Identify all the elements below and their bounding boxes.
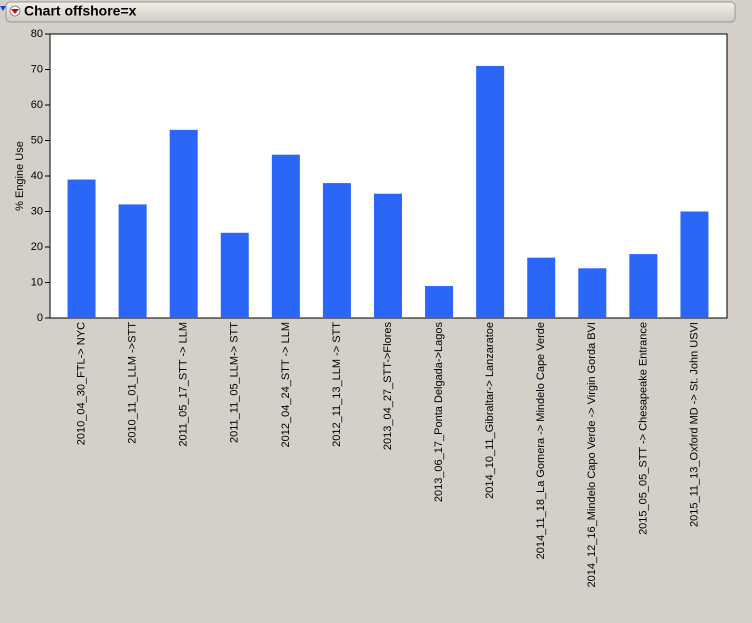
- x-tick-label: 2014_11_18_La Gomera -> Mindelo Cape Ver…: [535, 322, 547, 559]
- y-tick-label: 70: [31, 63, 43, 75]
- x-tick-label: 2014_10_11_Gibraltar-> Lanzaratoe: [484, 322, 496, 499]
- bar: [680, 211, 709, 318]
- y-tick-label: 40: [31, 170, 43, 182]
- disclosure-icon: [11, 9, 19, 14]
- bar: [271, 154, 300, 318]
- y-tick-label: 0: [37, 312, 43, 324]
- x-tick-label: 2011_05_17_STT -> LLM: [178, 322, 190, 447]
- x-tick-label: 2010_11_01_LLM ->STT: [127, 322, 139, 444]
- bar: [425, 286, 454, 318]
- x-tick-label: 2015_05_05_STT -> Chesapeake Entrance: [637, 322, 649, 535]
- x-tick-label: 2012_11_13_LLM -> STT: [331, 322, 343, 447]
- chart-title: Chart offshore=x: [24, 3, 137, 19]
- x-tick-label: 2015_11_13_Oxford MD -> St. John USVI: [688, 322, 700, 527]
- bar: [578, 268, 607, 318]
- x-tick-label: 2014_12_16_Mindelo Capo Verde -> Virgin …: [586, 322, 598, 588]
- y-tick-label: 20: [31, 241, 43, 253]
- y-tick-label: 10: [31, 276, 43, 288]
- bar: [118, 204, 147, 318]
- y-tick-label: 50: [31, 134, 43, 146]
- x-tick-label: 2011_11_05_LLM-> STT: [229, 322, 241, 443]
- x-tick-label: 2012_04_24_STT -> LLM: [280, 322, 292, 447]
- y-tick-label: 80: [31, 28, 43, 40]
- y-tick-label: 60: [31, 99, 43, 111]
- bar: [67, 179, 96, 318]
- bar: [629, 254, 658, 318]
- bar: [374, 193, 402, 318]
- bar: [322, 183, 351, 318]
- header-bar: [5, 1, 736, 23]
- x-tick-label: 2013_04_27_STT->Flores: [382, 322, 394, 451]
- outline-marker: [0, 6, 6, 11]
- bar: [476, 65, 505, 318]
- y-axis-label: % Engine Use: [14, 141, 26, 211]
- x-tick-label: 2010_04_30_FTL-> NYC: [75, 322, 87, 445]
- x-tick-label: 2013_06_17_Ponta Delgada->Lagos: [433, 322, 445, 503]
- bar: [527, 257, 556, 318]
- y-tick-label: 30: [31, 205, 43, 217]
- bar: [220, 232, 249, 318]
- bar: [169, 129, 198, 318]
